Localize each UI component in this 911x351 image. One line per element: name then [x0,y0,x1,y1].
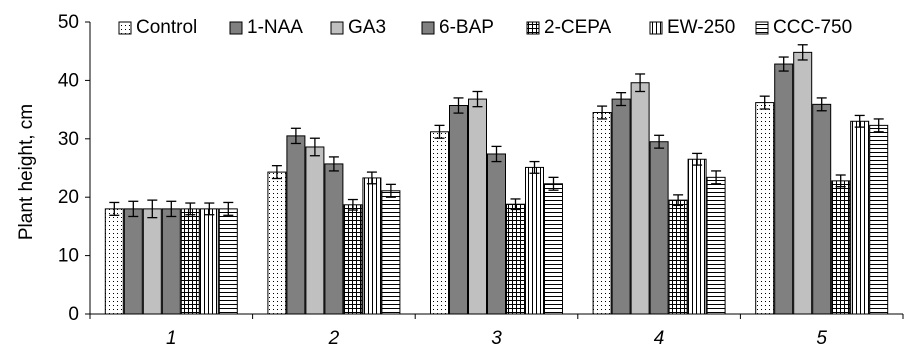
legend-label: CCC-750 [773,17,852,38]
bar [286,135,306,315]
bar [812,103,832,315]
legend-swatch [118,21,132,35]
y-axis-title: Plant height, cm [16,104,37,240]
legend-swatch [649,21,663,35]
bar [706,176,726,315]
bar [592,112,612,315]
x-tick-label: 2 [328,328,340,349]
bar [180,208,200,315]
y-tick-label: 20 [58,187,79,208]
bar [755,102,775,315]
legend-swatch [229,21,243,35]
bar [869,124,889,315]
bar [430,131,449,315]
legend-label: 6-BAP [439,17,494,38]
bar [218,208,238,315]
legend-swatch [421,21,435,35]
bar [831,180,851,315]
bar [793,51,813,315]
legend-label: EW-250 [667,17,735,38]
bar [123,208,143,315]
bar [611,98,631,315]
bar [449,105,468,315]
bar [104,208,124,315]
legend-swatch [330,21,344,35]
legend-label: 2-CEPA [544,17,612,38]
x-tick-label: 5 [816,328,827,349]
y-tick-label: 50 [58,12,79,33]
bar [630,82,650,315]
x-tick-label: 3 [491,328,502,349]
legend-swatch [755,21,769,35]
bar [544,183,563,315]
bar [161,208,181,315]
bar [199,208,219,315]
y-tick-label: 0 [68,304,79,325]
bar [305,146,325,315]
x-tick-label: 4 [654,328,665,349]
bar [774,63,794,315]
legend-label: GA3 [348,17,386,38]
bar [668,199,688,315]
bar [324,163,344,315]
x-tick-label: 1 [166,328,177,349]
bar [687,158,707,315]
bar [381,190,401,315]
bar [487,153,506,315]
legend-swatch [526,21,540,35]
y-tick-label: 30 [58,129,79,150]
bar [649,141,669,315]
legend-label: Control [136,17,197,38]
bar [506,203,525,315]
legend: Control 1-NAA GA3 6-BAP 2-CEPA EW-250 CCC-750 [118,17,852,38]
bar [468,98,487,315]
bar [362,177,382,315]
bar [850,120,870,315]
y-tick-label: 40 [58,70,79,91]
legend-label: 1-NAA [247,17,303,38]
bar [142,208,162,315]
bar [525,166,544,315]
bar [267,171,287,315]
bar [343,204,363,315]
y-tick-label: 10 [58,246,79,267]
